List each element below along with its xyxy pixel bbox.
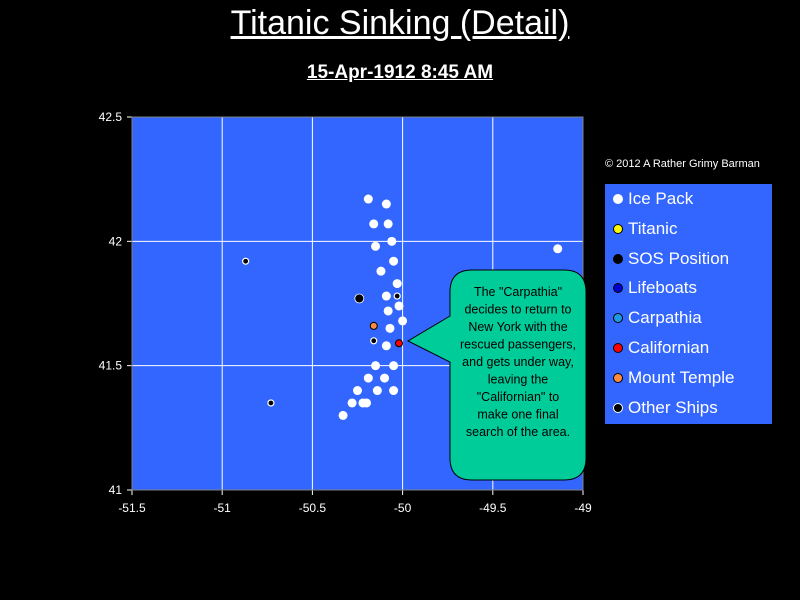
chart-legend: Ice Pack Titanic SOS Position Lifeboats Carp… [605, 184, 772, 424]
annotation-text: search of the area. [466, 425, 570, 439]
legend-marker-titanic [613, 223, 623, 234]
mount-temple-point [369, 321, 378, 330]
legend-label-sos-position: SOS Position [628, 248, 730, 268]
y-tick-label: 42 [109, 234, 123, 248]
ice-pack-point [385, 323, 395, 333]
legend-label-mount-temple: Mount Temple [628, 367, 735, 387]
ice-pack-point [369, 219, 379, 229]
ice-pack-point [387, 236, 397, 246]
x-tick-label: -49.5 [479, 501, 507, 515]
ice-pack-point [381, 341, 391, 351]
annotation-callout [406, 269, 587, 481]
chart-title: Titanic Sinking (Detail) [230, 4, 570, 42]
ice-pack-point [398, 316, 408, 326]
legend-marker-other-ships [613, 402, 623, 413]
legend-marker-carpathia [613, 313, 623, 324]
legend-label-other-ships: Other Ships [628, 397, 718, 417]
legend-label-carpathia: Carpathia [628, 308, 702, 328]
ice-pack-point [389, 361, 399, 371]
ice-pack-point [363, 373, 373, 383]
ice-pack-point [394, 301, 404, 311]
ice-pack-point [338, 410, 348, 420]
annotation-text: The "Carpathia" [474, 285, 562, 299]
legend-marker-californian [613, 343, 623, 353]
annotation-text: leaving the [488, 373, 549, 387]
annotation-text: rescued passengers, [460, 338, 576, 352]
legend-item-californian: Californian [613, 337, 709, 359]
annotation-text: "Californian" to [477, 390, 560, 404]
x-tick-label: -50 [394, 501, 412, 515]
legend-item-other-ships: Other Ships [613, 397, 718, 419]
x-tick-label: -51.5 [118, 501, 146, 515]
legend-marker-ice-pack [613, 194, 623, 204]
ice-pack-point [389, 386, 399, 396]
x-tick-label: -50.5 [299, 501, 327, 515]
ice-pack-point [381, 291, 391, 301]
legend-item-ice-pack: Ice Pack [613, 188, 693, 210]
other-ships-point [393, 292, 401, 300]
ice-pack-point [347, 398, 357, 408]
legend-marker-mount-temple [613, 372, 623, 383]
x-tick-label: -49 [574, 501, 592, 515]
annotation-text: make one final [477, 408, 558, 422]
ice-pack-point [362, 398, 372, 408]
ice-pack-point [380, 373, 390, 383]
ice-pack-point [353, 386, 362, 396]
ice-pack-point [381, 199, 391, 209]
ice-pack-point [389, 256, 399, 266]
ice-pack-point [363, 194, 373, 204]
other-ships-point [267, 399, 275, 407]
californian-point [394, 339, 403, 348]
sos-position-point [354, 293, 365, 304]
other-ships-point [242, 257, 250, 265]
ice-pack-point [383, 306, 393, 316]
legend-item-sos-position: SOS Position [613, 248, 729, 270]
legend-item-mount-temple: Mount Temple [613, 367, 734, 389]
x-tick-label: -51 [214, 501, 232, 515]
legend-label-ice-pack: Ice Pack [628, 189, 694, 208]
legend-item-titanic: Titanic [613, 218, 677, 240]
legend-label-lifeboats: Lifeboats [628, 278, 697, 298]
ice-pack-point [372, 386, 382, 396]
legend-marker-lifeboats [613, 283, 623, 294]
chart-subtitle: 15-Apr-1912 8:45 AM [306, 62, 494, 83]
legend-label-californian: Californian [628, 338, 710, 357]
y-tick-label: 42.5 [99, 110, 123, 124]
copyright-notice: © 2012 A Rather Grimy Barman [605, 158, 760, 170]
ice-pack-point [376, 266, 386, 276]
ice-pack-point [553, 244, 563, 254]
annotation-text: and gets under way, [462, 355, 574, 369]
ice-pack-point [392, 279, 402, 289]
ice-pack-point [371, 361, 381, 371]
annotation-text: decides to return to [464, 303, 571, 317]
legend-item-carpathia: Carpathia [613, 307, 702, 329]
legend-label-titanic: Titanic [628, 218, 678, 238]
legend-item-lifeboats: Lifeboats [613, 277, 697, 299]
ice-pack-point [371, 241, 381, 251]
annotation-text: New York with the [468, 320, 567, 334]
y-tick-label: 41.5 [99, 359, 123, 373]
ice-pack-point [383, 219, 393, 229]
legend-marker-sos-position [613, 253, 623, 264]
y-tick-label: 41 [109, 483, 123, 497]
other-ships-point [370, 337, 378, 345]
